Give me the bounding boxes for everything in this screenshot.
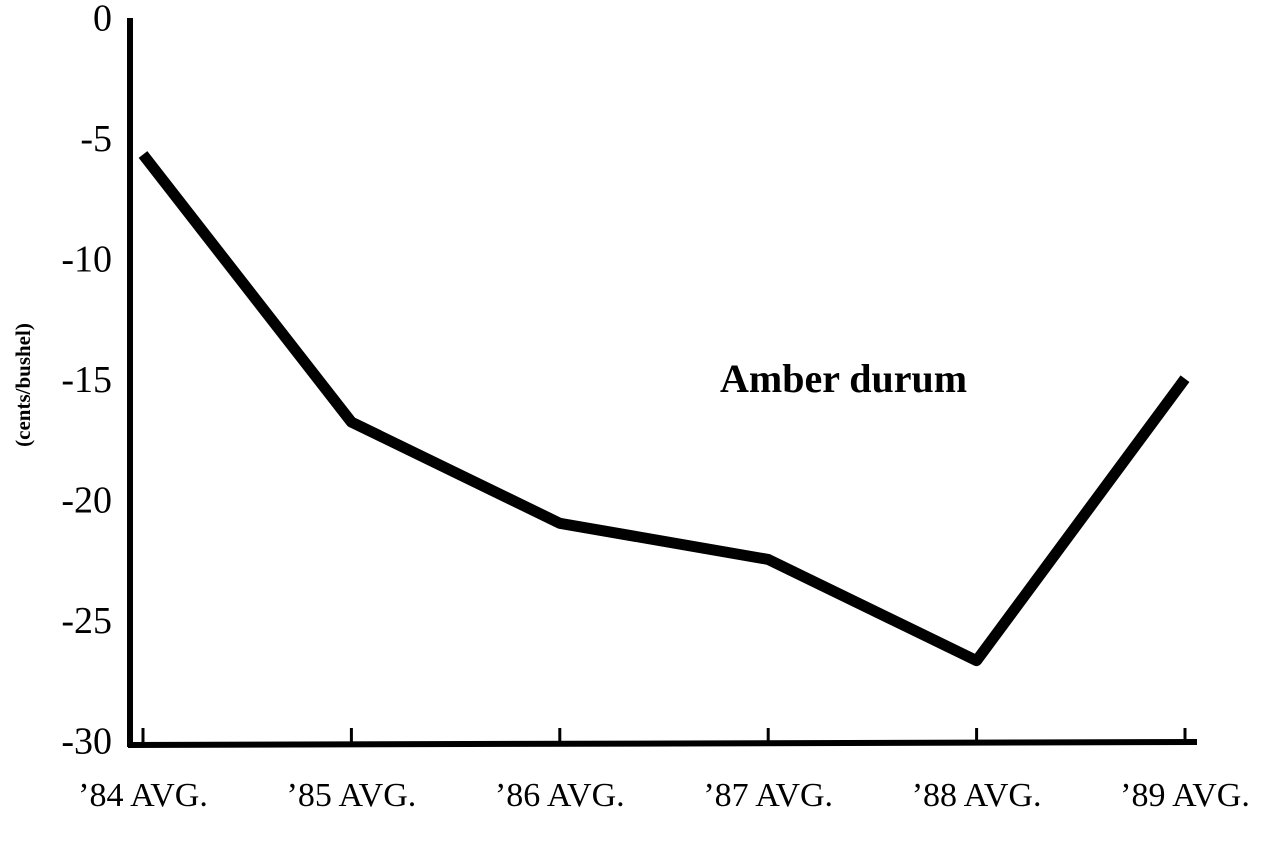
x-tick-label: ’88 AVG. bbox=[912, 777, 1042, 814]
x-axis bbox=[127, 739, 1198, 748]
x-tick-label: ’86 AVG. bbox=[495, 777, 625, 814]
x-tick-label: ’89 AVG. bbox=[1120, 777, 1250, 814]
data-line bbox=[138, 151, 1190, 667]
x-tick-label: ’85 AVG. bbox=[287, 777, 417, 814]
y-tick-label: -30 bbox=[61, 721, 112, 763]
y-axis-label: (cents/bushel) bbox=[11, 323, 35, 447]
y-tick-label: -20 bbox=[61, 480, 112, 522]
y-tick-label: -25 bbox=[61, 600, 112, 642]
y-tick-label: -15 bbox=[61, 359, 112, 401]
x-tick-label: ’87 AVG. bbox=[703, 777, 833, 814]
y-tick-label: 0 bbox=[93, 0, 112, 40]
y-tick-label: -5 bbox=[80, 118, 112, 160]
x-tick-label: ’84 AVG. bbox=[78, 777, 208, 814]
annotation: Amber durum bbox=[720, 356, 967, 401]
y-tick-label: -10 bbox=[61, 239, 112, 281]
